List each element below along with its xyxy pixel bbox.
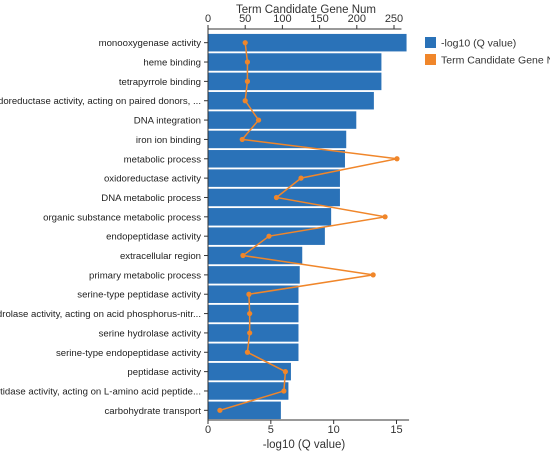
bar: [208, 150, 345, 168]
category-label: oxidoreductase activity, acting on paire…: [0, 96, 201, 107]
bar: [208, 246, 303, 265]
bottom-tick-label: 10: [328, 424, 340, 436]
category-label: serine-type peptidase activity: [77, 290, 201, 301]
legend-label-qvalue: -log10 (Q value): [441, 38, 516, 50]
candidate-gene-point: [255, 117, 262, 123]
bar: [208, 362, 291, 381]
category-label: DNA metabolic process: [101, 193, 201, 204]
category-label: oxidoreductase activity: [104, 174, 201, 185]
legend-swatch-qvalue: [425, 37, 436, 48]
candidate-gene-point: [240, 252, 246, 259]
bottom-tick-label: 15: [390, 424, 402, 436]
candidate-gene-point: [242, 98, 248, 104]
category-label: DNA integration: [134, 116, 201, 127]
bar: [208, 304, 299, 323]
candidate-gene-point: [281, 388, 287, 394]
legend[interactable]: -log10 (Q value) Term Candidate Gene Num: [425, 37, 550, 67]
bar: [208, 401, 281, 420]
legend-item-genenum[interactable]: Term Candidate Gene Num: [425, 54, 550, 67]
candidate-gene-point: [242, 40, 248, 46]
candidate-gene-point: [244, 349, 251, 355]
top-tick-label: 200: [348, 13, 366, 25]
bar: [208, 33, 407, 52]
category-label: metabolic process: [124, 154, 202, 165]
candidate-gene-point: [394, 156, 400, 162]
category-label: carbohydrate transport: [104, 406, 201, 417]
bar: [208, 72, 382, 91]
bar: [208, 91, 374, 110]
candidate-gene-point: [273, 194, 280, 201]
category-label: extracellular region: [120, 251, 201, 262]
top-tick-label: 50: [239, 13, 251, 25]
candidate-gene-point: [246, 291, 252, 297]
category-label: endopeptidase activity: [106, 232, 201, 243]
bar: [208, 208, 332, 226]
top-tick-label: 0: [205, 13, 211, 25]
bar: [208, 266, 300, 284]
top-axis-title: Term Candidate Gene Num: [236, 4, 376, 16]
category-label: hydrolase activity, acting on acid phosp…: [0, 309, 201, 320]
candidate-gene-point: [382, 214, 388, 220]
bottom-tick-label: 0: [205, 424, 211, 436]
category-label: serine-type endopeptidase activity: [56, 348, 201, 359]
candidate-gene-point: [239, 136, 245, 143]
candidate-gene-point: [244, 78, 251, 84]
legend-item-qvalue[interactable]: -log10 (Q value): [425, 37, 516, 50]
bars-group: [208, 33, 407, 420]
line-series-group: [217, 40, 400, 413]
category-label: iron ion binding: [136, 135, 201, 146]
candidate-gene-point: [244, 59, 251, 65]
top-tick-label: 100: [273, 13, 291, 25]
category-label: tetrapyrrole binding: [119, 77, 201, 88]
candidate-gene-line: [219, 42, 398, 412]
legend-swatch-genenum: [425, 54, 436, 65]
category-label: peptidase activity, acting on L-amino ac…: [0, 386, 201, 397]
bar: [208, 53, 382, 71]
category-label: peptidase activity: [127, 367, 201, 378]
candidate-gene-point: [282, 369, 288, 375]
bar: [208, 324, 299, 342]
candidate-gene-point: [247, 330, 253, 336]
bottom-axis: 0 5 10 15: [205, 29, 410, 436]
category-label: heme binding: [143, 58, 201, 69]
top-tick-label: 150: [310, 13, 328, 25]
bottom-tick-label: 5: [268, 424, 274, 436]
category-label: primary metabolic process: [89, 270, 201, 281]
candidate-gene-point: [298, 175, 304, 181]
candidate-gene-point: [247, 310, 253, 317]
category-label: monooxygenase activity: [99, 38, 202, 49]
candidate-gene-point: [370, 272, 376, 278]
candidate-gene-point: [266, 233, 272, 239]
category-label: organic substance metabolic process: [43, 212, 201, 223]
top-tick-label: 250: [385, 13, 403, 25]
bar: [208, 130, 347, 149]
category-label: serine hydrolase activity: [99, 328, 202, 339]
category-labels: monooxygenase activity heme binding tetrap…: [0, 38, 208, 417]
bar: [208, 169, 340, 187]
bottom-axis-title: -log10 (Q value): [263, 439, 346, 451]
bar: [208, 111, 357, 129]
candidate-gene-point: [217, 407, 223, 413]
bar: [208, 382, 289, 400]
legend-label-genenum: Term Candidate Gene Num: [441, 55, 550, 67]
top-axis: 0 50 100 150 200 250: [205, 13, 403, 30]
bar: [208, 343, 299, 362]
